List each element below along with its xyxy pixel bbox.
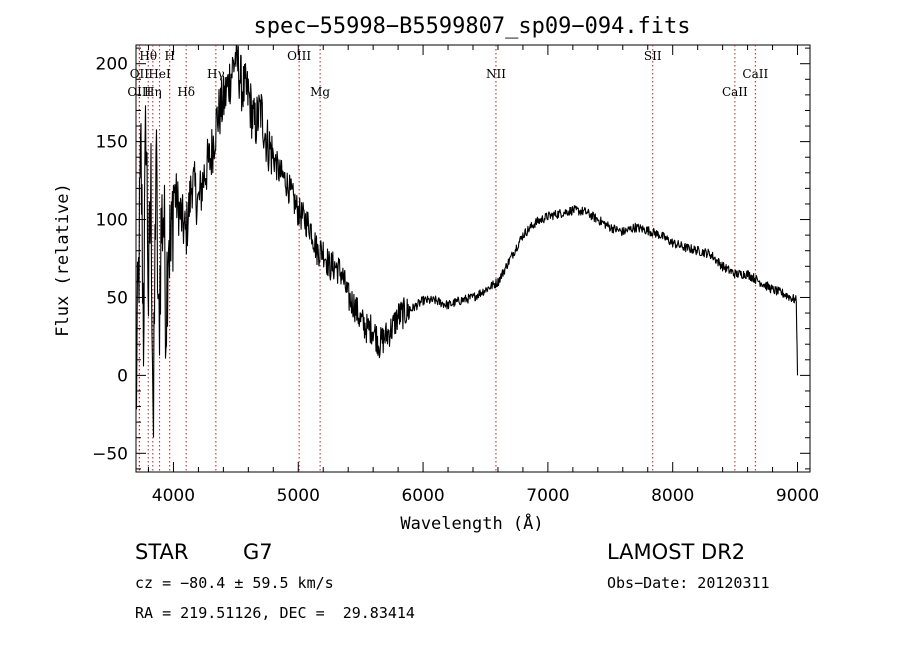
line-marker-label: Hδ bbox=[177, 85, 195, 99]
line-marker-label: OIII bbox=[287, 49, 311, 63]
axis-ticks: 4000 5000 6000 7000 8000 9000 −50 0 50 100 150 200 bbox=[92, 45, 819, 506]
ra-dec: RA = 219.51126, DEC = 29.83414 bbox=[135, 604, 415, 622]
spectrum-series bbox=[135, 44, 799, 438]
cz-value: cz = −80.4 ± 59.5 km/s bbox=[135, 574, 334, 592]
y-tick-label: 150 bbox=[96, 133, 128, 153]
plot-frame bbox=[135, 44, 811, 473]
object-class: STAR bbox=[135, 540, 189, 564]
object-subclass: G7 bbox=[243, 540, 273, 564]
line-marker-label: NII bbox=[486, 67, 506, 81]
x-tick-label: 7000 bbox=[526, 486, 569, 506]
line-marker-label: Hθ bbox=[139, 49, 157, 63]
y-tick-label: 200 bbox=[96, 55, 128, 75]
line-marker-label: Hγ bbox=[207, 67, 225, 81]
line-marker-label: SII bbox=[644, 49, 662, 63]
y-tick-label: −50 bbox=[92, 444, 128, 464]
survey-name: LAMOST DR2 bbox=[607, 540, 746, 564]
y-axis-label: Flux (relative) bbox=[53, 183, 73, 337]
x-tick-label: 6000 bbox=[401, 486, 444, 506]
line-marker-label: H bbox=[164, 49, 174, 63]
line-marker-label: Mg bbox=[310, 85, 330, 99]
x-tick-label: 5000 bbox=[277, 486, 320, 506]
x-axis-label: Wavelength (Å) bbox=[400, 512, 543, 534]
line-marker-label: Hη bbox=[144, 85, 162, 99]
line-marker-label: CaII bbox=[742, 67, 768, 81]
x-tick-label: 8000 bbox=[651, 486, 694, 506]
obs-date: Obs−Date: 20120311 bbox=[607, 574, 770, 592]
y-tick-label: 50 bbox=[106, 288, 128, 308]
y-tick-label: 100 bbox=[96, 211, 128, 231]
y-tick-label: 0 bbox=[117, 366, 128, 386]
line-marker-label: CaII bbox=[722, 85, 748, 99]
x-tick-label: 9000 bbox=[776, 486, 819, 506]
line-marker-label: OIII bbox=[127, 85, 151, 99]
spectrum-line bbox=[135, 44, 799, 438]
line-marker-label: HeI bbox=[148, 67, 171, 81]
x-tick-label: 4000 bbox=[152, 486, 195, 506]
chart-title: spec−55998−B5599807_sp09−094.fits bbox=[253, 14, 690, 39]
